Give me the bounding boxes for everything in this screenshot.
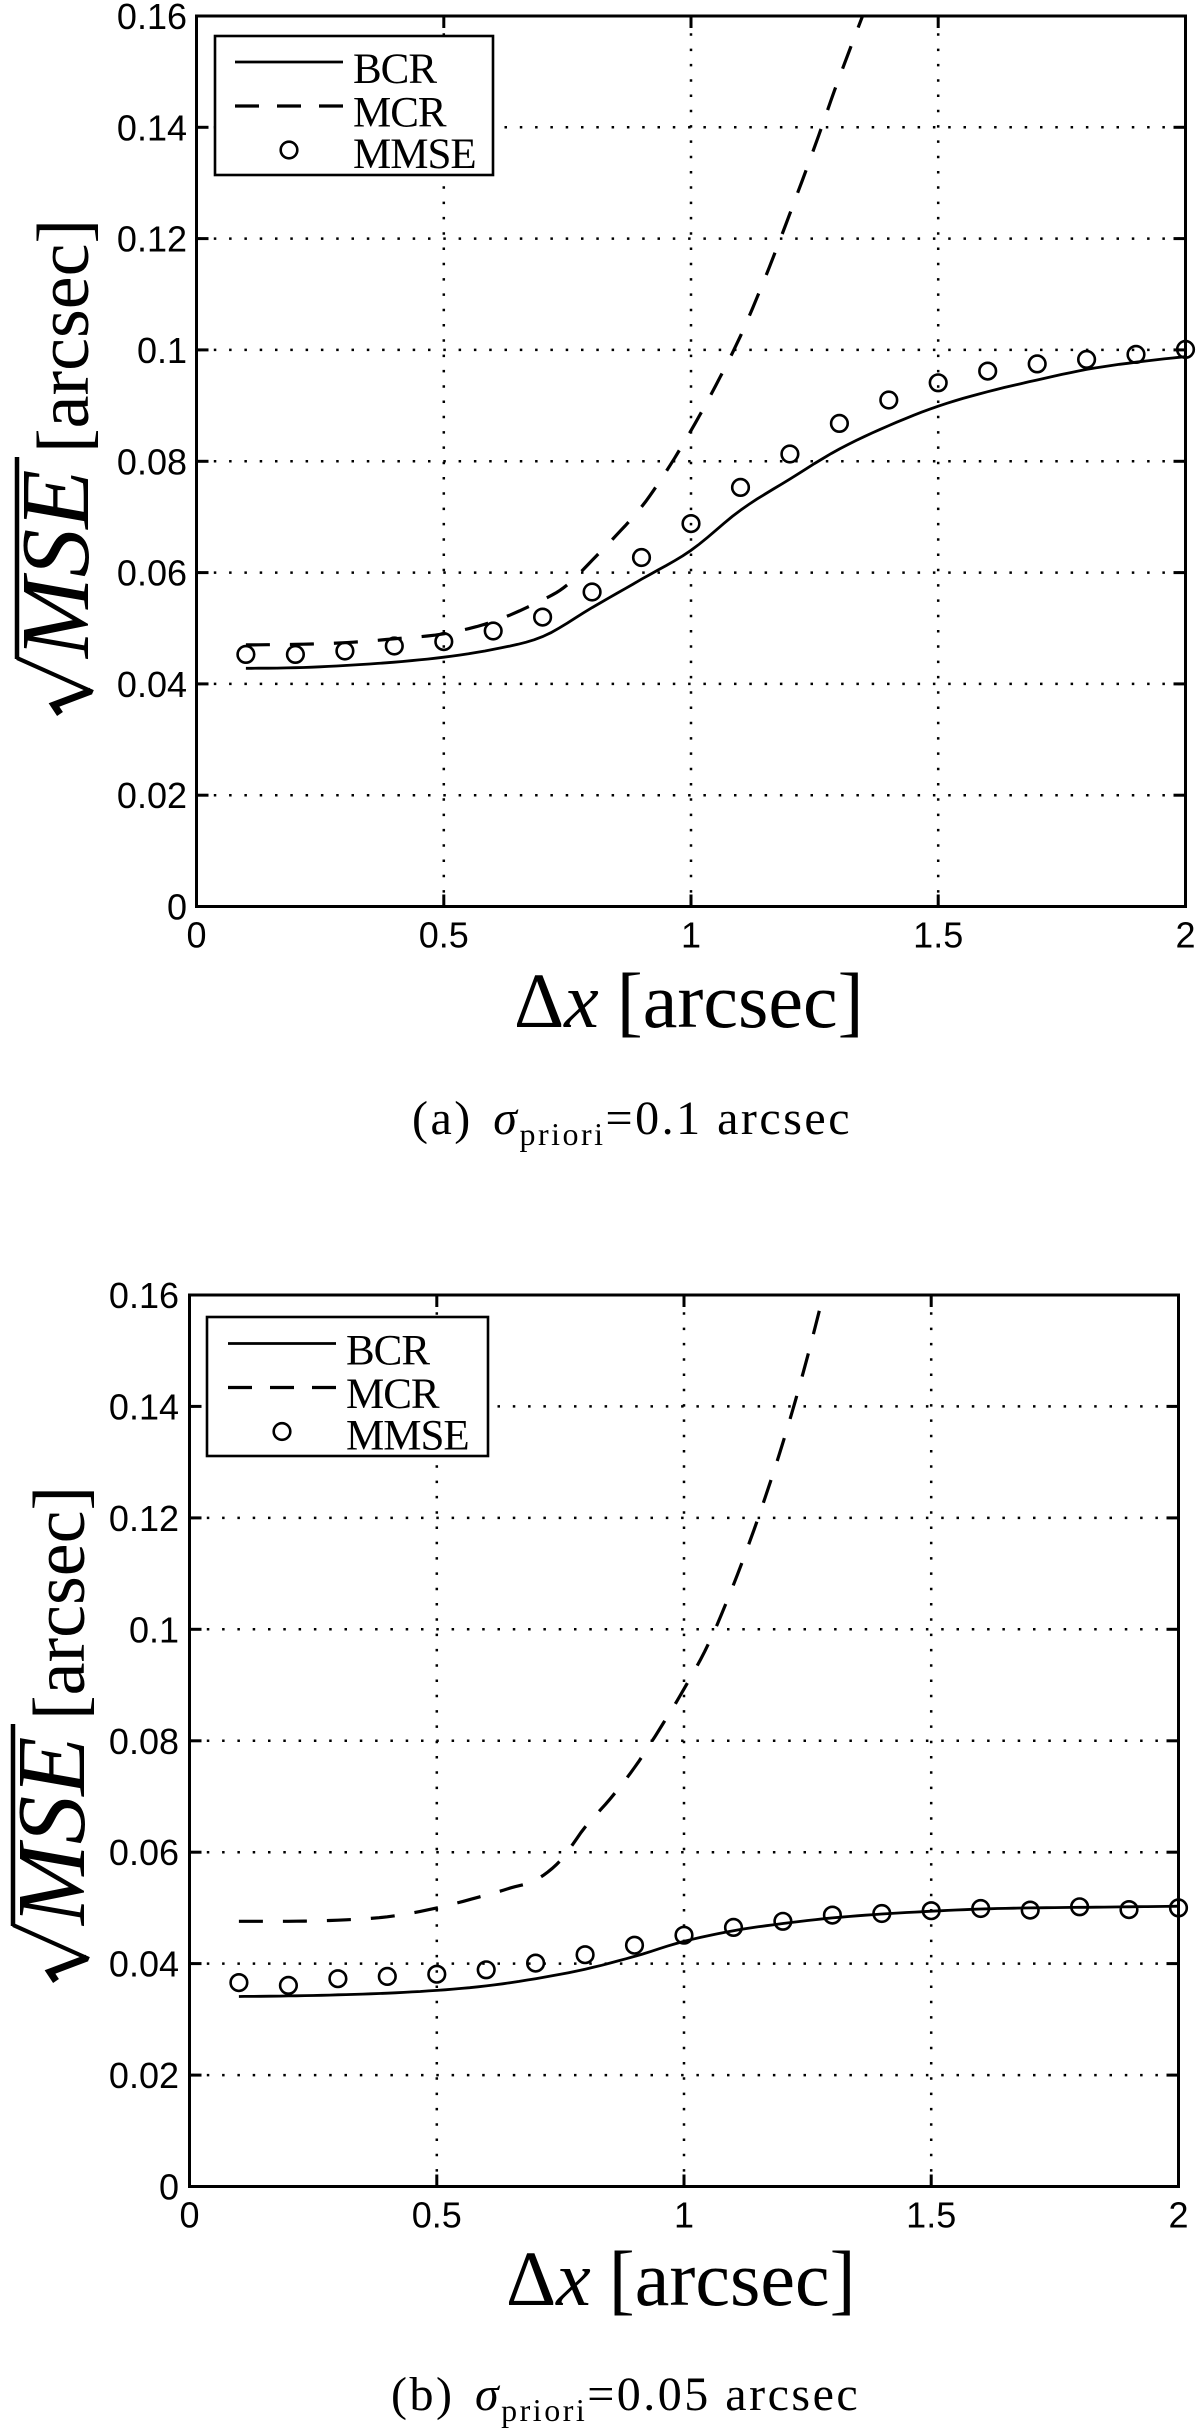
svg-text:0.5: 0.5 (419, 915, 469, 956)
svg-text:0.16: 0.16 (117, 0, 187, 37)
svg-text:0.12: 0.12 (109, 1498, 179, 1539)
svg-text:(a) σpriori=0.1 arcsec: (a) σpriori=0.1 arcsec (412, 1092, 852, 1152)
svg-text:(b) σpriori=0.05 arcsec: (b) σpriori=0.05 arcsec (391, 2368, 860, 2428)
svg-text:2: 2 (1175, 915, 1195, 956)
svg-text:1: 1 (681, 915, 701, 956)
svg-text:BCR: BCR (346, 1328, 430, 1375)
svg-text:MSE: MSE (2, 469, 109, 660)
svg-text:Δx[arcsec]: Δx [arcsec] (514, 957, 864, 1044)
svg-text:0.14: 0.14 (109, 1386, 179, 1427)
svg-text:0.04: 0.04 (117, 664, 187, 705)
svg-text:0.08: 0.08 (117, 441, 187, 482)
svg-text:0.12: 0.12 (117, 219, 187, 260)
svg-text:MMSE: MMSE (353, 131, 476, 178)
svg-text:1: 1 (674, 2195, 694, 2236)
svg-text:0.1: 0.1 (129, 1609, 179, 1650)
svg-text:0.02: 0.02 (117, 775, 187, 816)
svg-text:0: 0 (167, 887, 187, 928)
svg-text:MMSE: MMSE (346, 1413, 469, 1460)
svg-text:0.06: 0.06 (109, 1832, 179, 1873)
svg-text:2: 2 (1168, 2195, 1188, 2236)
svg-text:BCR: BCR (353, 46, 437, 93)
svg-text:0: 0 (159, 2167, 179, 2208)
svg-text:0.1: 0.1 (137, 330, 187, 371)
svg-text:0.5: 0.5 (412, 2195, 462, 2236)
svg-text:1.5: 1.5 (906, 2195, 956, 2236)
svg-text:MCR: MCR (353, 90, 447, 137)
svg-text:MCR: MCR (346, 1371, 440, 1418)
svg-text:MSE: MSE (0, 1736, 105, 1927)
svg-text:0: 0 (179, 2195, 199, 2236)
svg-text:[arcsec]: [arcsec] (19, 1486, 101, 1720)
svg-text:1.5: 1.5 (913, 915, 963, 956)
svg-text:0.08: 0.08 (109, 1721, 179, 1762)
svg-text:0.16: 0.16 (109, 1275, 179, 1316)
svg-text:Δx[arcsec]: Δx [arcsec] (506, 2235, 856, 2322)
svg-text:0.04: 0.04 (109, 1944, 179, 1985)
svg-text:0.14: 0.14 (117, 107, 187, 148)
svg-text:0.06: 0.06 (117, 553, 187, 594)
svg-text:0: 0 (186, 915, 206, 956)
svg-text:[arcsec]: [arcsec] (23, 219, 105, 453)
svg-text:0.02: 0.02 (109, 2055, 179, 2096)
